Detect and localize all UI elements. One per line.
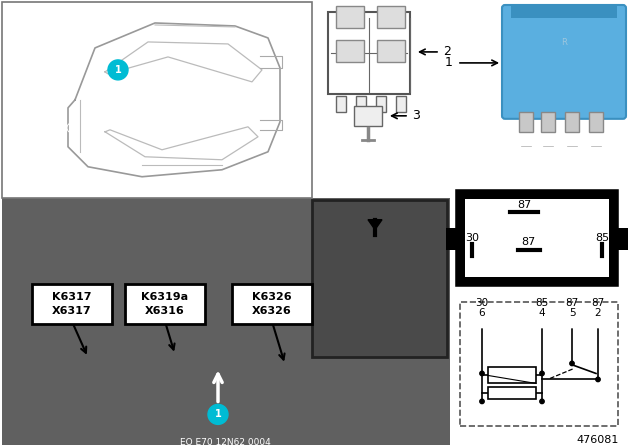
Circle shape [478,319,486,327]
Bar [541,112,555,132]
Bar [2,198,450,445]
Text: 2: 2 [443,45,451,58]
Circle shape [570,361,574,366]
Text: 30: 30 [476,297,488,308]
Text: 87: 87 [521,237,535,247]
Text: K6317
X6317: K6317 X6317 [52,292,92,315]
Text: 2: 2 [595,307,602,318]
Text: 30: 30 [465,233,479,243]
Bar [519,112,533,132]
Bar [446,228,459,250]
Circle shape [594,319,602,327]
Text: K6326
X6326: K6326 X6326 [252,292,292,315]
Bar [336,40,364,62]
Polygon shape [368,220,382,230]
Bar [125,284,205,323]
Text: 87: 87 [591,297,605,308]
Bar [465,199,609,276]
Text: 476081: 476081 [577,435,619,445]
Circle shape [480,399,484,404]
Bar [336,96,346,112]
Bar [356,96,366,112]
Circle shape [480,371,484,376]
Bar [511,4,617,18]
Text: 85: 85 [536,297,548,308]
Bar [615,228,628,250]
Circle shape [538,319,546,327]
Text: 1: 1 [445,56,453,69]
Text: K6319a
X6316: K6319a X6316 [141,292,189,315]
Bar [396,96,406,112]
Bar [458,192,616,284]
Bar [312,200,447,358]
Bar [589,112,603,132]
Bar [232,284,312,323]
Text: 1: 1 [214,409,221,419]
Text: EO E70 12N62 0004: EO E70 12N62 0004 [180,438,270,447]
Text: 85: 85 [595,233,609,243]
Text: 6: 6 [479,307,485,318]
Text: 87: 87 [517,200,531,210]
Circle shape [540,399,544,404]
Circle shape [108,60,128,80]
Bar [377,6,405,28]
Bar [32,284,112,323]
FancyBboxPatch shape [502,5,626,119]
Circle shape [596,377,600,382]
Bar [336,6,364,28]
Polygon shape [68,23,280,177]
Bar [2,2,312,198]
Text: 87: 87 [565,297,579,308]
Circle shape [568,319,576,327]
Text: 3: 3 [412,109,420,122]
Bar [354,106,382,126]
Text: 4: 4 [539,307,545,318]
Bar [488,367,536,383]
Text: 5: 5 [569,307,575,318]
Text: R: R [561,39,567,47]
Bar [328,12,410,94]
Bar [376,96,386,112]
Bar [377,40,405,62]
Bar [565,112,579,132]
Circle shape [540,371,544,376]
Bar [488,388,536,400]
Circle shape [208,405,228,424]
Bar [460,302,618,426]
Text: 1: 1 [115,65,122,75]
